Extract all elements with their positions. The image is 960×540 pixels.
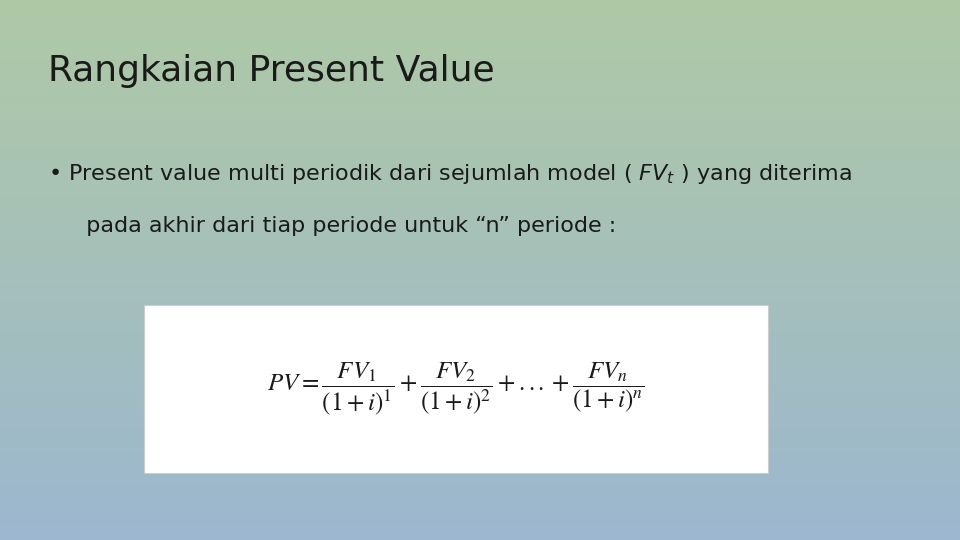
Text: pada akhir dari tiap periode untuk “n” periode :: pada akhir dari tiap periode untuk “n” p… xyxy=(72,216,616,236)
Text: • Present value multi periodik dari sejumlah model ( $\mathit{FV}_t$ ) yang dite: • Present value multi periodik dari seju… xyxy=(48,162,852,186)
Text: Rangkaian Present Value: Rangkaian Present Value xyxy=(48,54,494,88)
Text: $\mathit{PV} = \dfrac{\mathit{FV}_1}{(1+i)^1} + \dfrac{\mathit{FV}_2}{(1+i)^2} +: $\mathit{PV} = \dfrac{\mathit{FV}_1}{(1+… xyxy=(267,360,645,417)
FancyBboxPatch shape xyxy=(144,305,768,472)
